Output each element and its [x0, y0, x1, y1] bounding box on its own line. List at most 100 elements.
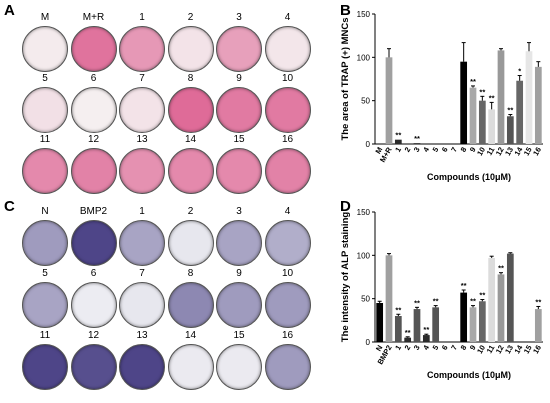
category-label: 7 [449, 146, 459, 154]
culture-well [216, 344, 262, 390]
category-label: 6 [440, 146, 450, 154]
panel-letter-b: B [340, 2, 351, 19]
well-label: 6 [90, 73, 97, 84]
well-label: 13 [136, 134, 148, 145]
bar-9 [469, 87, 477, 144]
culture-well [70, 148, 117, 194]
well-label: 4 [284, 12, 291, 23]
significance-mark: ** [395, 305, 401, 314]
significance-mark: ** [479, 291, 485, 300]
bar-M+R [385, 57, 393, 145]
category-label: M [373, 146, 384, 156]
bar-9 [469, 307, 477, 342]
well-label: 10 [281, 268, 294, 279]
culture-well [70, 26, 117, 72]
bar-3 [413, 143, 421, 144]
category-label: 11 [485, 344, 497, 355]
well-label: 7 [139, 268, 145, 279]
culture-well [119, 87, 165, 133]
panel-letter-d: D [340, 198, 351, 215]
well-label: 15 [233, 134, 245, 145]
y-tick-label: 50 [361, 295, 370, 304]
category-label: 10 [475, 344, 487, 356]
category-label: 1 [393, 146, 403, 154]
bar-11 [488, 109, 496, 144]
culture-well [22, 26, 68, 72]
culture-well [167, 220, 214, 266]
well-label: N [41, 206, 49, 217]
bar-12 [497, 50, 505, 144]
category-label: 4 [421, 145, 431, 154]
culture-well [119, 344, 165, 390]
significance-mark: ** [498, 264, 504, 273]
y-axis-label: The intensity of ALP staining [340, 212, 351, 343]
category-label: 16 [531, 146, 543, 158]
category-label: 1 [393, 344, 403, 352]
well-label: 8 [187, 73, 194, 84]
well-label: 2 [187, 206, 194, 217]
y-tick-label: 0 [366, 140, 371, 149]
well-label: 8 [187, 268, 194, 279]
significance-mark: ** [489, 93, 495, 102]
bar-2 [404, 337, 412, 342]
significance-mark: ** [395, 131, 401, 140]
culture-well [70, 220, 117, 266]
bar-5 [432, 307, 440, 342]
y-axis-label: The area of TRAP (+) MNCs [340, 17, 351, 140]
well-label: M [40, 12, 50, 23]
culture-well [70, 87, 117, 133]
y-tick-label: 50 [361, 97, 370, 106]
culture-well [22, 87, 68, 133]
well-label: 10 [281, 73, 294, 84]
culture-well [22, 148, 68, 194]
category-label: 13 [503, 146, 515, 158]
bar-8 [460, 292, 468, 342]
category-label: 11 [485, 146, 497, 157]
significance-mark: ** [535, 297, 541, 306]
culture-well [216, 148, 262, 194]
well-label: 3 [236, 206, 242, 217]
well-label: 7 [139, 73, 145, 84]
culture-well [119, 26, 165, 72]
category-label: 8 [459, 146, 469, 154]
well-label: 11 [39, 134, 51, 145]
well-label: 12 [87, 134, 100, 145]
category-label: 3 [412, 146, 422, 154]
bar-4 [422, 335, 430, 342]
well-label: 3 [236, 12, 242, 23]
x-axis-label: Compounds (10μM) [427, 370, 511, 380]
bar-13 [506, 253, 514, 342]
culture-well [216, 26, 262, 72]
category-label: 6 [440, 344, 450, 352]
category-label: 3 [412, 344, 422, 352]
well-label: 12 [87, 330, 100, 341]
culture-well [167, 87, 214, 133]
culture-well [119, 282, 165, 328]
significance-mark: ** [405, 328, 411, 337]
well-label: 5 [42, 268, 48, 279]
bar-15 [525, 51, 533, 145]
trap-well-grid: M M+R 1 2 3 4 5 6 7 8 9 10 11 12 13 14 15 16 [0, 0, 330, 195]
bar-10 [478, 100, 486, 144]
well-label: 5 [42, 73, 48, 84]
significance-mark: ** [423, 325, 429, 334]
well-label: 14 [184, 134, 197, 145]
y-tick-label: 150 [357, 208, 371, 217]
culture-well [70, 344, 117, 390]
culture-well [264, 220, 311, 266]
category-label: 15 [522, 344, 534, 356]
culture-well [216, 282, 262, 328]
bar-8 [460, 61, 468, 144]
category-label: 12 [494, 344, 506, 356]
bar-12 [497, 274, 505, 342]
culture-well [22, 344, 68, 390]
panel-letter-c: C [4, 198, 15, 215]
y-tick-label: 100 [357, 251, 371, 260]
category-label: 10 [475, 146, 487, 158]
well-label: 2 [187, 12, 194, 23]
category-label: 9 [468, 146, 478, 154]
y-tick-label: 100 [357, 53, 371, 62]
bar-10 [478, 301, 486, 342]
category-label: 15 [522, 146, 534, 158]
